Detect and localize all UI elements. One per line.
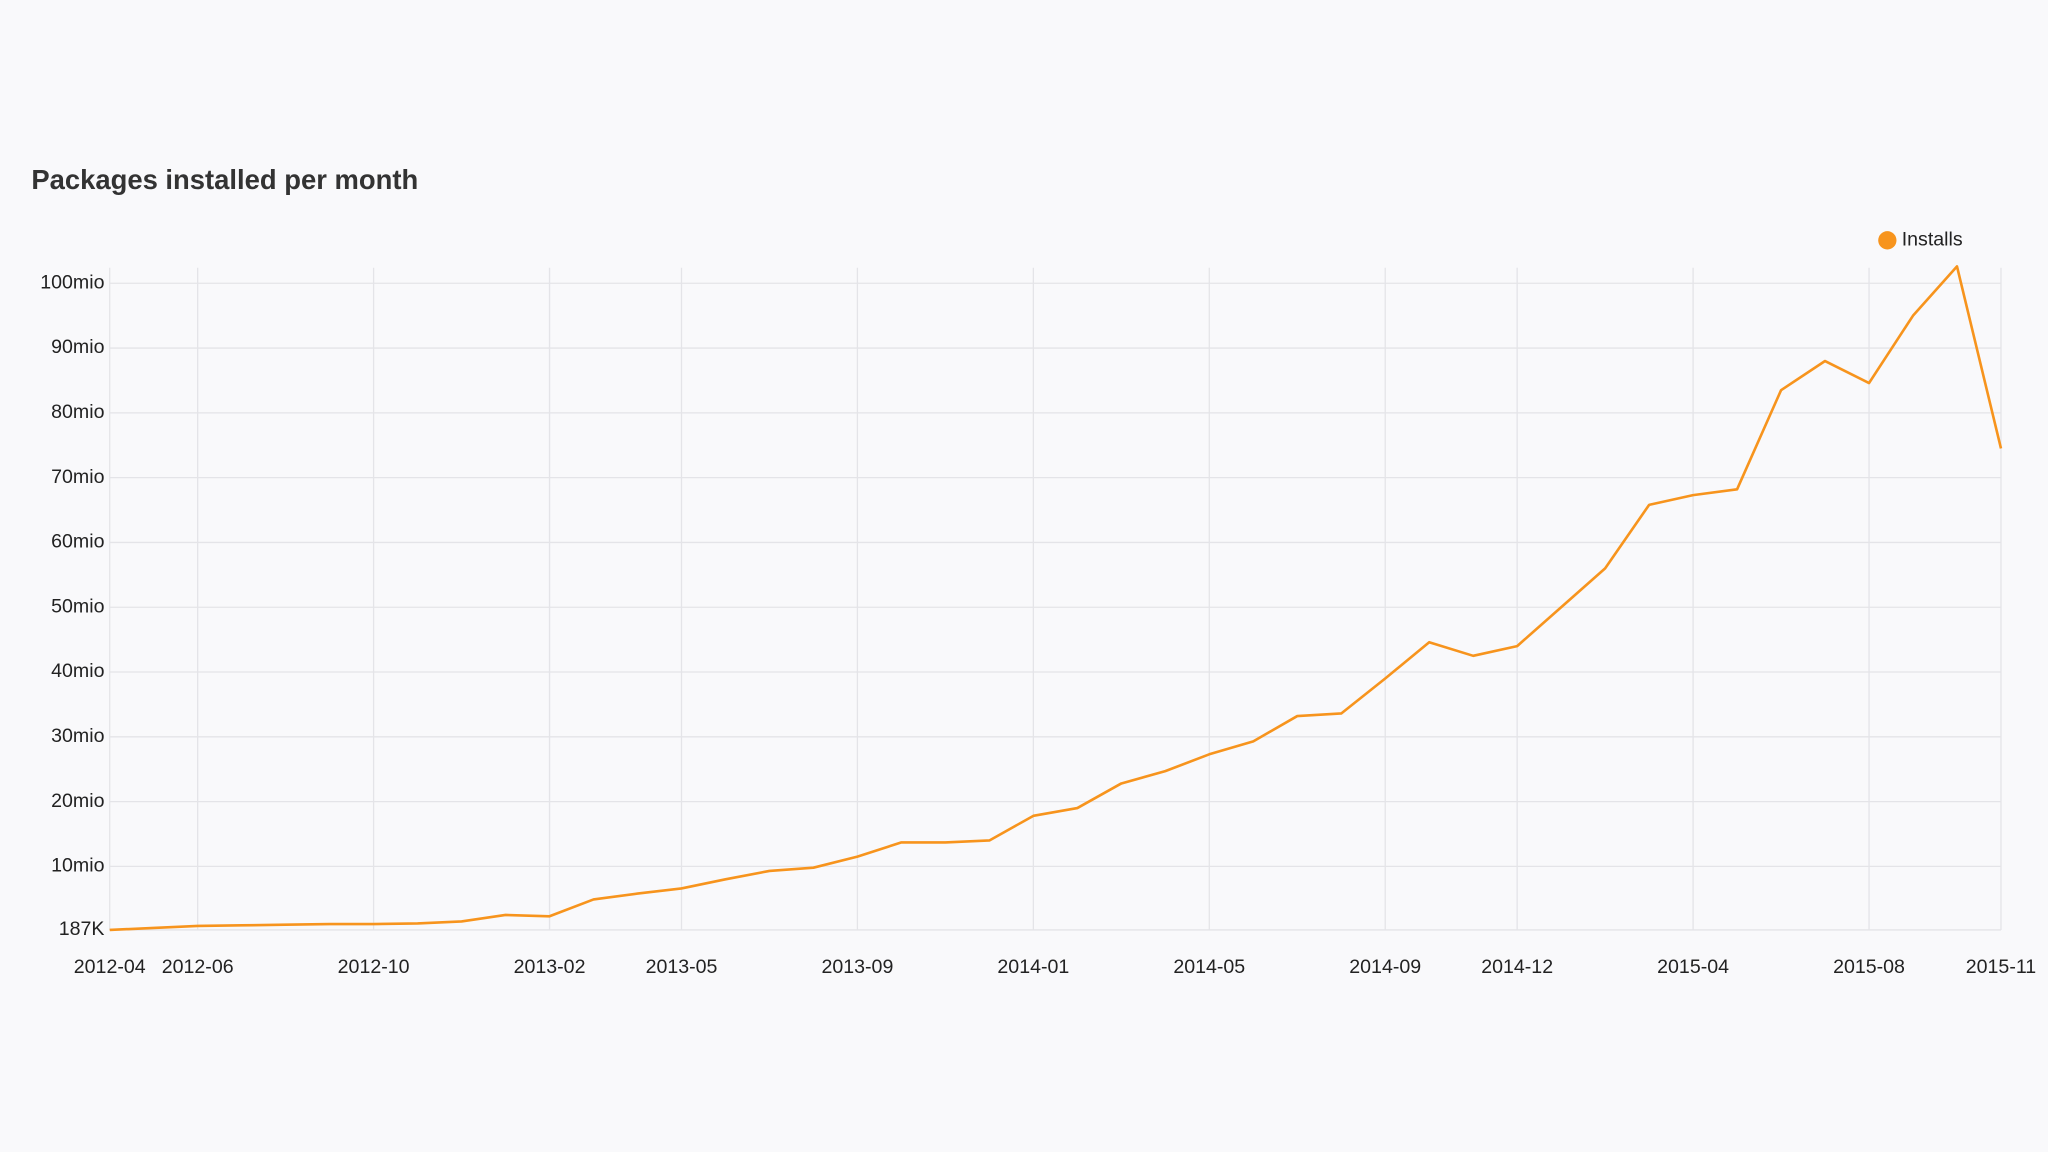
x-tick-label: 2012-04 (74, 956, 146, 978)
y-tick-label: 10mio (51, 855, 104, 877)
x-tick-label: 2015-08 (1833, 956, 1905, 978)
y-tick-label: 80mio (51, 401, 104, 423)
y-tick-label: 100mio (40, 271, 104, 293)
y-tick-label: 50mio (51, 595, 104, 617)
y-tick-label: 60mio (51, 531, 104, 553)
x-tick-label: 2014-09 (1349, 956, 1421, 978)
y-tick-label: 40mio (51, 660, 104, 682)
x-tick-label: 2012-06 (162, 956, 234, 978)
legend-marker (1878, 231, 1897, 250)
y-tick-label: 70mio (51, 466, 104, 488)
legend-label: Installs (1902, 228, 1963, 250)
x-tick-label: 2014-12 (1481, 956, 1553, 978)
x-tick-label: 2014-01 (997, 956, 1069, 978)
x-tick-label: 2015-04 (1657, 956, 1729, 978)
y-tick-label: 30mio (51, 725, 104, 747)
y-tick-label: 187K (59, 918, 105, 940)
x-tick-label: 2013-09 (821, 956, 893, 978)
x-tick-label: 2014-05 (1173, 956, 1245, 978)
line (109, 265, 2003, 932)
x-tick-label: 2015-11 (1966, 956, 2036, 978)
x-tick-label: 2013-05 (646, 956, 718, 978)
x-tick-label: 2013-02 (514, 956, 586, 978)
x-tick-label: 2012-10 (338, 956, 410, 978)
y-tick-label: 90mio (51, 336, 104, 358)
chart-title: Packages installed per month (31, 164, 418, 195)
y-tick-label: 20mio (51, 790, 104, 812)
